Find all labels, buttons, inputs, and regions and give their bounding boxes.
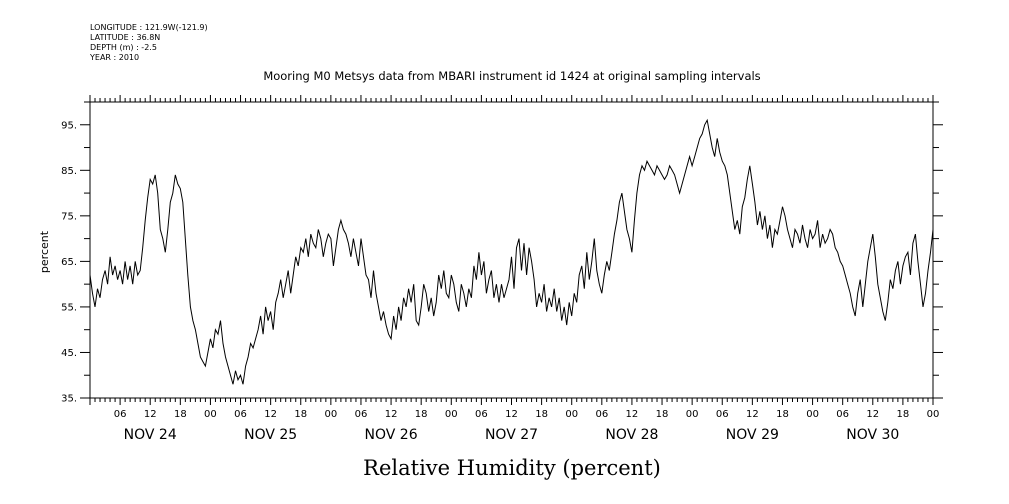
x-tick-label: 00 — [927, 409, 940, 420]
y-tick-label: 55. — [61, 302, 77, 313]
x-tick-label: 06 — [234, 409, 247, 420]
x-tick-label: 06 — [836, 409, 849, 420]
x-tick-label: 06 — [114, 409, 127, 420]
y-tick-labels: 35. 45. 55. 65. 75. 85. 95. — [61, 120, 77, 404]
day-label: NOV 30 — [846, 427, 899, 443]
day-label: NOV 25 — [244, 427, 297, 443]
x-tick-label: 12 — [264, 409, 277, 420]
day-label: NOV 24 — [124, 427, 177, 443]
day-label: NOV 28 — [605, 427, 658, 443]
x-tick-label: 12 — [505, 409, 518, 420]
x-tick-label: 12 — [626, 409, 639, 420]
x-tick-label: 18 — [535, 409, 548, 420]
y-tick-label: 35. — [61, 394, 77, 405]
x-tick-label: 06 — [595, 409, 608, 420]
x-tick-label: 00 — [806, 409, 819, 420]
y-tick-label: 45. — [61, 348, 77, 359]
x-tick-label: 18 — [776, 409, 789, 420]
x-tick-label: 00 — [686, 409, 699, 420]
axes-group — [89, 101, 934, 399]
day-labels: NOV 24 NOV 25 NOV 26 NOV 27 NOV 28 NOV 29 NOV … — [124, 427, 900, 443]
day-label: NOV 27 — [485, 427, 538, 443]
plot-frame — [89, 101, 934, 399]
x-tick-label: 12 — [866, 409, 879, 420]
meta-year: YEAR : 2010 — [89, 53, 139, 62]
series-line — [89, 118, 934, 385]
y-tick-label: 75. — [61, 211, 77, 222]
meta-latitude: LATITUDE : 36.8N — [90, 33, 160, 42]
y-axis-label: percent — [38, 230, 51, 273]
x-tick-label: 06 — [355, 409, 368, 420]
x-tick-label: 18 — [656, 409, 669, 420]
x-tick-label: 18 — [897, 409, 910, 420]
x-tick-label: 12 — [746, 409, 759, 420]
x-tick-label: 18 — [294, 409, 307, 420]
x-tick-label: 12 — [385, 409, 398, 420]
x-tick-label: 18 — [174, 409, 187, 420]
y-tick-label: 85. — [61, 166, 77, 177]
x-tick-label: 00 — [445, 409, 458, 420]
ticks-group — [80, 95, 943, 405]
x-tick-label: 00 — [324, 409, 337, 420]
x-axis-label: Relative Humidity (percent) — [363, 456, 661, 480]
x-tick-labels: 06 12 18 00 06 12 18 00 06 12 18 00 06 12 18 00 06 12 18 00… — [114, 409, 940, 420]
x-tick-label: 00 — [565, 409, 578, 420]
chart-title: Mooring M0 Metsys data from MBARI instru… — [263, 69, 760, 83]
y-tick-label: 65. — [61, 257, 77, 268]
y-tick-label: 95. — [61, 120, 77, 131]
x-tick-label: 00 — [204, 409, 217, 420]
meta-longitude: LONGITUDE : 121.9W(-121.9) — [90, 23, 208, 32]
meta-depth: DEPTH (m) : -2.5 — [90, 43, 157, 52]
day-label: NOV 29 — [726, 427, 779, 443]
x-tick-label: 06 — [475, 409, 488, 420]
x-tick-label: 18 — [415, 409, 428, 420]
x-tick-label: 06 — [716, 409, 729, 420]
x-tick-label: 12 — [144, 409, 157, 420]
day-label: NOV 26 — [365, 427, 418, 443]
